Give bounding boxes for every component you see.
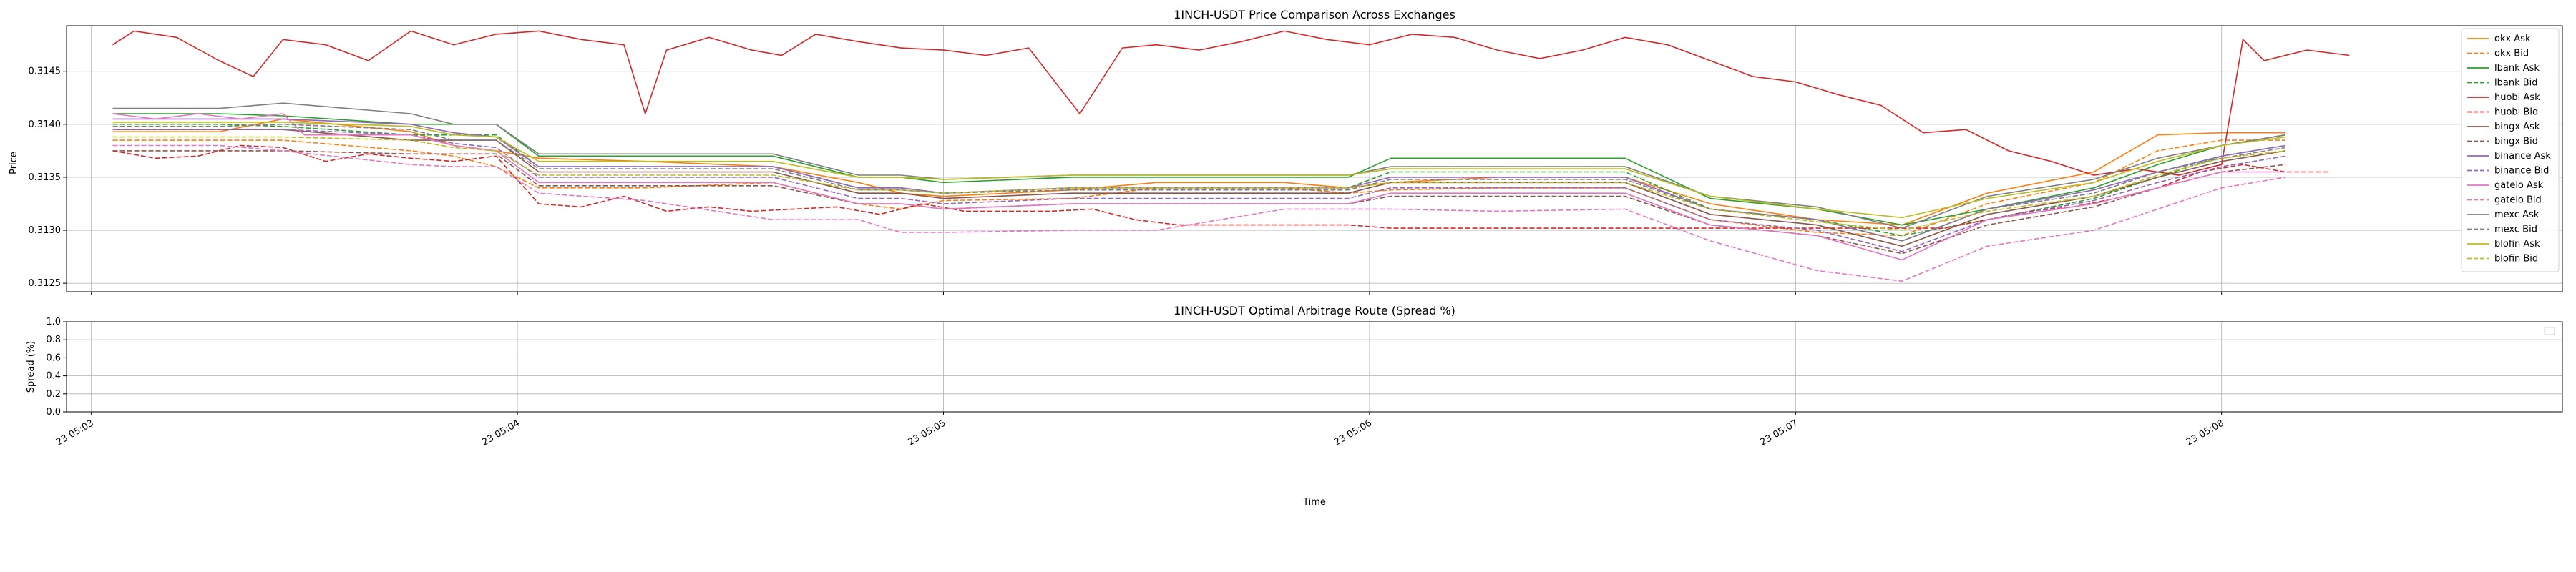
legend-label: blofin Bid [2494,254,2538,265]
price-y-tick-label: 0.3145 [29,66,62,77]
spread-y-tick-label: 0.0 [46,407,61,418]
spread-grid [67,321,2562,413]
legend-label: mexc Bid [2494,225,2537,235]
price-x-ticks [91,292,2223,295]
spread-x-tick-label: 23 05:06 [1332,418,1374,448]
legend-label: bingx Ask [2494,122,2540,132]
spread-y-tick-label: 0.4 [46,371,61,382]
spread-panel: 1INCH-USDT Optimal Arbitrage Route (Spre… [26,304,2563,508]
price-comparison-panel: 1INCH-USDT Price Comparison Across Excha… [9,8,2563,295]
price-plot-frame [66,25,2563,292]
spread-x-tick-label: 23 05:04 [480,418,522,448]
legend: okx Ask okx Bid lbank Ask lbank Bid huobi As… [2461,28,2560,272]
price-chart-title: 1INCH-USDT Price Comparison Across Excha… [1174,8,1455,21]
legend-box [2461,28,2560,272]
series-line-lbank-bid [112,124,2286,237]
legend-label: huobi Ask [2494,92,2540,103]
price-y-ticks: 0.3125 0.3130 0.3135 0.3140 0.3145 [29,66,67,289]
legend-label: gateio Ask [2494,180,2544,191]
spread-y-ticks: 0.0 0.2 0.4 0.6 0.8 1.0 [46,317,67,418]
spread-x-tick-label: 23 05:03 [54,418,96,448]
legend-label: huobi Bid [2494,107,2538,118]
empty-legend-box [2544,327,2555,335]
legend-label: binance Bid [2494,166,2549,177]
legend-label: gateio Bid [2494,195,2542,206]
price-y-tick-label: 0.3140 [29,119,62,130]
spread-x-tick-label: 23 05:07 [1758,418,1800,448]
price-y-axis-label: Price [9,152,19,174]
spread-y-tick-label: 1.0 [46,317,61,327]
spread-x-tick-label: 23 05:05 [907,418,948,448]
legend-label: binance Ask [2494,151,2551,162]
series-line-gateio-ask [112,113,2285,261]
spread-chart-title: 1INCH-USDT Optimal Arbitrage Route (Spre… [1174,304,1455,317]
series-line-gateio-bid [112,144,2286,282]
spread-plot-frame [66,321,2563,413]
series-line-mexc-bid [112,123,2286,242]
legend-label: okx Bid [2494,49,2529,59]
legend-label: mexc Ask [2494,209,2540,220]
legend-label: bingx Bid [2494,137,2538,147]
spread-x-axis-label: Time [1302,497,1326,508]
price-y-tick-label: 0.3130 [29,225,62,236]
legend-label: okx Ask [2494,34,2531,44]
price-y-tick-label: 0.3125 [29,278,62,289]
legend-label: lbank Ask [2494,63,2540,74]
spread-y-axis-label: Spread (%) [26,341,36,393]
price-y-tick-label: 0.3135 [29,172,62,183]
price-grid [67,26,2562,292]
series-line-bingx-ask [112,129,2286,247]
series-line-blofin-ask [112,122,2286,219]
series-line-blofin-bid [112,136,2286,231]
legend-label: lbank Bid [2494,78,2538,89]
series-line-huobi-ask [112,30,2350,176]
spread-x-ticks: 23 05:03 23 05:04 23 05:05 23 05:06 23 05:07… [54,412,2226,448]
price-series-group [112,30,2350,282]
legend-label: blofin Ask [2494,239,2540,250]
series-line-huobi-bid [112,144,2328,229]
spread-x-tick-label: 23 05:08 [2185,418,2226,448]
spread-y-tick-label: 0.8 [46,335,61,345]
spread-y-tick-label: 0.6 [46,352,61,363]
spread-y-tick-label: 0.2 [46,389,61,400]
